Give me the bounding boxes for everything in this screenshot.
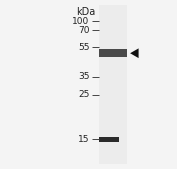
Text: kDa: kDa	[76, 7, 96, 17]
Bar	[99, 5, 127, 164]
Bar	[99, 137, 119, 142]
Text: 100: 100	[72, 17, 89, 26]
Text: 15: 15	[78, 135, 89, 144]
Text: 35: 35	[78, 72, 89, 81]
Text: 55: 55	[78, 43, 89, 52]
Bar	[99, 49, 127, 57]
Polygon shape	[130, 48, 139, 58]
Text: 70: 70	[78, 26, 89, 35]
Text: 25: 25	[78, 90, 89, 99]
